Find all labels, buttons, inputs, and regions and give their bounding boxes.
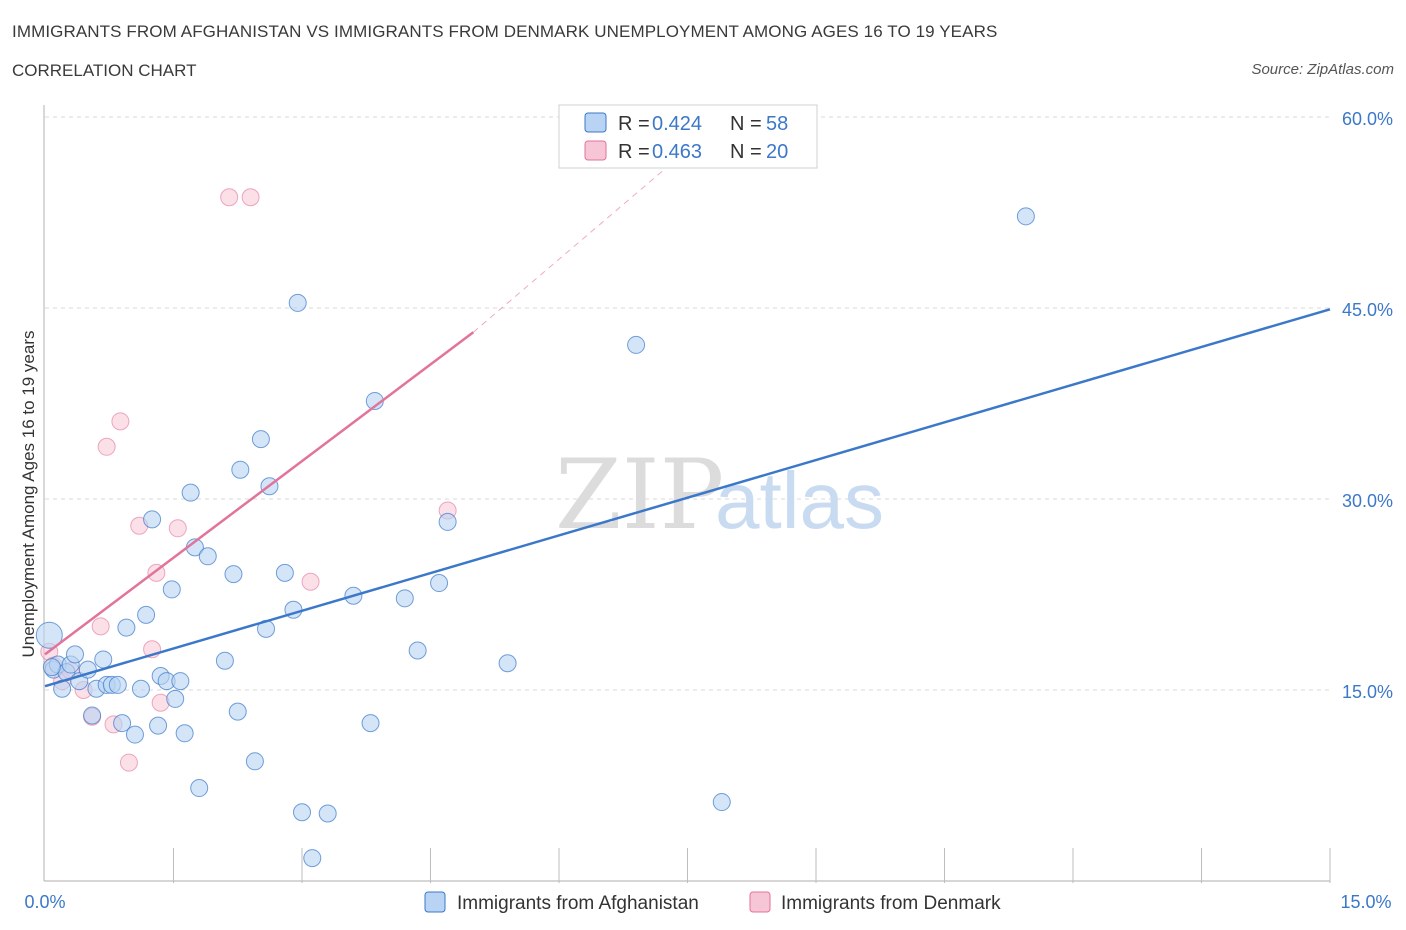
bottom-legend: Immigrants from Afghanistan Immigrants f… [424,891,1001,914]
stats-legend: R = 0.424 N = 58 R = 0.463 N = 20 [558,104,818,169]
denmark-point-15 [168,519,187,538]
legend-n-label-afghanistan: N = [730,113,767,135]
chart-subtitle: CORRELATION CHART [12,61,197,80]
afghanistan-point-53 [498,654,517,673]
x-axis-ticks [173,848,1331,883]
afghanistan-point-49 [395,589,414,608]
afghanistan-point-57 [42,658,61,677]
afghanistan-point-31 [198,547,217,566]
x-tick-label-max: 15.0% [1340,892,1391,912]
source-credit: Source: ZipAtlas.com [1251,61,1394,78]
denmark-point-6 [91,617,110,636]
afghanistan-point-52 [438,512,457,531]
afghanistan-point-27 [175,724,194,743]
afghanistan-point-47 [361,714,380,733]
x-tick-label-min: 0.0% [24,892,65,912]
legend-n-value-afghanistan: 58 [766,113,788,135]
afghanistan-point-42 [288,293,307,312]
afghanistan-trend-line [44,308,1331,688]
afghanistan-point-9 [83,706,102,725]
afghanistan-point-43 [293,803,311,822]
trend-lines [44,142,1331,688]
afghanistan-point-16 [117,618,136,637]
afghanistan-point-50 [408,641,427,660]
denmark-point-18 [301,572,320,591]
y-tick-label-30: 30.0% [1342,491,1393,511]
denmark-point-9 [111,412,130,431]
afghanistan-point-14 [108,675,127,694]
afghanistan-point-15 [113,714,132,733]
afghanistan-point-40 [275,563,294,582]
afghanistan-point-51 [430,574,449,593]
legend-swatch-denmark [584,140,607,161]
afghanistan-point-32 [215,651,234,670]
afghanistan-point-19 [137,605,156,624]
y-tick-label-15: 15.0% [1342,682,1393,702]
y-axis-label: Unemployment Among Ages 16 to 19 years [19,331,38,658]
afghanistan-points [35,207,1035,868]
afghanistan-point-35 [231,460,250,479]
denmark-point-7 [97,437,116,456]
legend-r-label-denmark: R = [618,141,655,163]
bottom-legend-swatch-denmark [749,891,771,913]
bottom-legend-label-denmark: Immigrants from Denmark [781,893,1001,914]
afghanistan-point-36 [245,752,264,771]
chart-title: IMMIGRANTS FROM AFGHANISTAN VS IMMIGRANT… [12,22,998,41]
afghanistan-point-0 [35,621,63,649]
denmark-point-17 [241,188,260,207]
denmark-point-16 [220,188,239,207]
legend-swatch-afghanistan [584,112,607,133]
legend-r-label-afghanistan: R = [618,113,655,135]
afghanistan-point-34 [228,702,247,721]
afghanistan-point-25 [166,689,185,708]
watermark-atlas: atlas [715,456,884,545]
afghanistan-point-26 [171,672,190,691]
afghanistan-point-33 [224,565,243,584]
afghanistan-point-20 [143,510,162,529]
afghanistan-point-54 [627,335,646,354]
legend-r-value-afghanistan: 0.424 [652,113,702,135]
legend-r-value-denmark: 0.463 [652,141,702,163]
afghanistan-point-24 [162,580,181,599]
afghanistan-point-6 [65,645,84,664]
afghanistan-point-56 [1016,207,1035,226]
bottom-legend-swatch-afghanistan [424,891,446,913]
gridlines [45,116,1330,691]
legend-n-label-denmark: N = [730,141,767,163]
y-tick-label-45: 45.0% [1342,300,1393,320]
afghanistan-point-55 [712,793,731,812]
afghanistan-point-45 [318,804,337,823]
afghanistan-point-11 [94,650,113,669]
afghanistan-point-17 [125,725,144,744]
bottom-legend-label-afghanistan: Immigrants from Afghanistan [457,893,699,914]
denmark-trend-line [44,331,475,656]
afghanistan-point-28 [181,483,200,502]
afghanistan-point-21 [149,716,168,735]
denmark-point-10 [119,753,138,772]
legend-n-value-denmark: 20 [766,141,788,163]
afghanistan-point-18 [131,679,150,698]
denmark-trend-extension [473,142,697,333]
y-tick-labels: 15.0% 30.0% 45.0% 60.0% [1342,109,1393,702]
afghanistan-point-37 [251,430,270,449]
afghanistan-point-30 [190,779,209,798]
afghanistan-point-44 [303,849,322,868]
y-tick-label-60: 60.0% [1342,109,1393,129]
